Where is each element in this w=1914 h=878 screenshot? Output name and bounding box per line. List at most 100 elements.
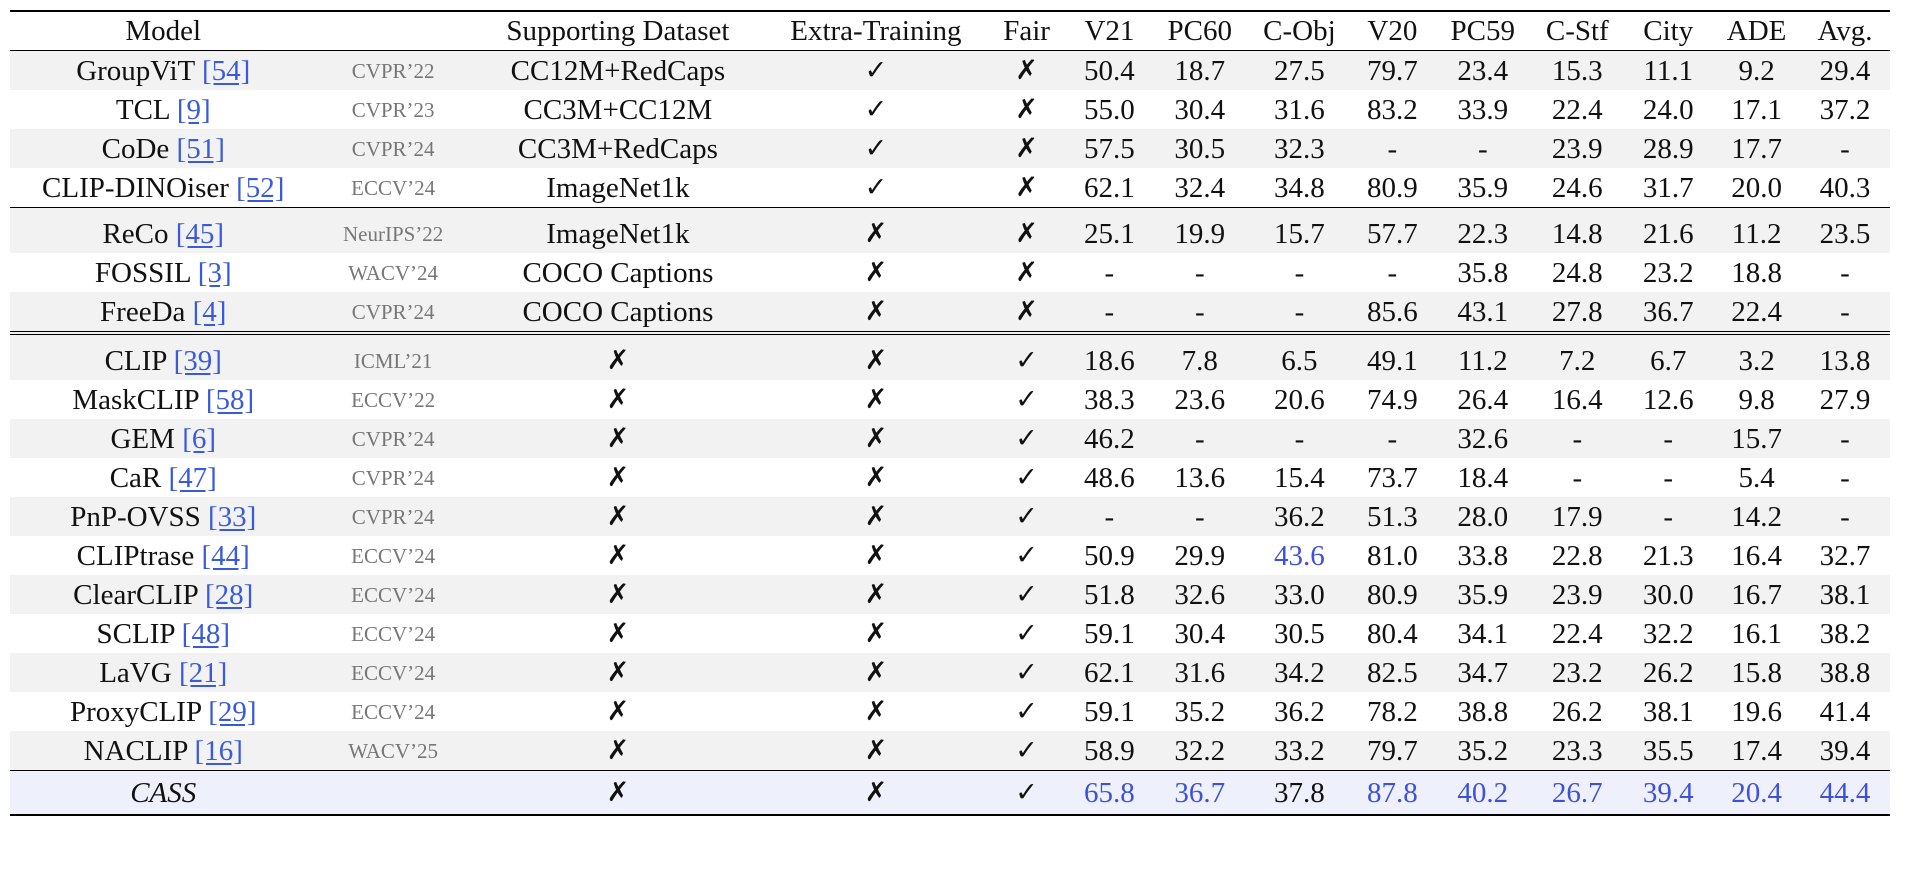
fair-cell: ✓ bbox=[985, 419, 1068, 458]
model-name: ClearCLIP bbox=[73, 578, 198, 611]
col-avg-header: Avg. bbox=[1800, 10, 1890, 51]
citation-link[interactable]: [47] bbox=[168, 461, 217, 494]
pc60-value: 13.6 bbox=[1174, 461, 1226, 494]
fair-cell: ✗ bbox=[985, 292, 1068, 335]
v20-value: 49.1 bbox=[1350, 333, 1435, 380]
citation-link[interactable]: [16] bbox=[194, 734, 243, 767]
cobj-value: 6.5 bbox=[1248, 333, 1351, 380]
citation-link[interactable]: [28] bbox=[205, 578, 254, 611]
cross-icon: ✗ bbox=[606, 462, 630, 493]
model-name: FOSSIL bbox=[94, 256, 191, 289]
pc59-value: 22.3 bbox=[1434, 207, 1532, 253]
model-cell: CLIPtrase [44] bbox=[10, 536, 317, 575]
venue-cell: ECCV’24 bbox=[316, 575, 470, 614]
fair-cell: ✗ bbox=[985, 168, 1068, 208]
model-name: FreeDa bbox=[100, 295, 186, 328]
table-row: SCLIP [48] ECCV’24 ✗ ✗ ✓ 59.1 30.4 30.5 80.4 34.1… bbox=[10, 614, 1890, 653]
pc59-value: 34.1 bbox=[1457, 617, 1509, 650]
city-value: 30.0 bbox=[1623, 575, 1714, 614]
citation-link[interactable]: [54] bbox=[202, 54, 251, 87]
check-icon: ✓ bbox=[1015, 579, 1038, 610]
citation-link[interactable]: [48] bbox=[181, 617, 230, 650]
citation-link[interactable]: [21] bbox=[178, 656, 228, 689]
avg-value: 44.4 bbox=[1800, 770, 1890, 816]
fair-cell: ✓ bbox=[986, 536, 1068, 575]
dataset-cell: CC3M+RedCaps bbox=[469, 129, 767, 168]
citation-link[interactable]: [4] bbox=[192, 295, 227, 328]
v21-value: - bbox=[1067, 292, 1152, 335]
v21-value: - bbox=[1067, 497, 1152, 536]
v21-value: 62.1 bbox=[1067, 653, 1152, 692]
citation-link[interactable]: [33] bbox=[208, 500, 257, 533]
model-name: CLIPtrase bbox=[76, 539, 195, 572]
pc59-value: 23.4 bbox=[1434, 50, 1532, 90]
col-extra-training-header: Extra-Training bbox=[766, 10, 986, 51]
pc60-value: - bbox=[1151, 497, 1249, 536]
city-value: 6.7 bbox=[1623, 333, 1714, 380]
model-cell: LaVG [21] bbox=[10, 653, 317, 692]
v20-value: 73.7 bbox=[1367, 461, 1418, 494]
cobj-value: 15.4 bbox=[1274, 461, 1325, 494]
city-value: 12.6 bbox=[1642, 383, 1694, 416]
model-name: GEM bbox=[110, 422, 175, 455]
extra-training-cell: ✗ bbox=[766, 333, 986, 380]
table-row: MaskCLIP [58] ECCV’22 ✗ ✗ ✓ 38.3 23.6 20.6 74.9 2… bbox=[10, 380, 1890, 419]
table-row: CoDe [51] CVPR’24 CC3M+RedCaps ✓ ✗ 57.5 30.5 32… bbox=[10, 129, 1890, 168]
v20-value: 83.2 bbox=[1367, 93, 1418, 126]
extra-training-cell: ✓ bbox=[766, 90, 986, 129]
cobj-value: 34.8 bbox=[1248, 168, 1351, 208]
citation-link[interactable]: [3] bbox=[197, 256, 232, 289]
col-fair-header: Fair bbox=[985, 10, 1068, 51]
fair-cell: ✓ bbox=[985, 333, 1068, 380]
venue-cell: CVPR’24 bbox=[316, 292, 470, 335]
citation-link[interactable]: [52] bbox=[236, 171, 285, 204]
citation-link[interactable]: [45] bbox=[175, 217, 225, 250]
citation-link[interactable]: [29] bbox=[208, 695, 257, 728]
cross-icon: ✗ bbox=[864, 345, 888, 376]
col-pc60-header: PC60 bbox=[1151, 10, 1249, 51]
cross-icon: ✗ bbox=[1015, 172, 1038, 203]
model-cell: ClearCLIP [28] bbox=[10, 575, 317, 614]
check-icon: ✓ bbox=[864, 133, 888, 164]
cstf-value: 16.4 bbox=[1551, 383, 1603, 416]
cross-icon: ✗ bbox=[864, 462, 888, 493]
citation-link[interactable]: [9] bbox=[176, 93, 211, 126]
citation-link[interactable]: [58] bbox=[205, 383, 255, 416]
citation-link[interactable]: [39] bbox=[173, 344, 222, 377]
v20-value: 80.4 bbox=[1367, 617, 1418, 650]
cobj-value: 15.7 bbox=[1248, 207, 1351, 253]
cross-icon: ✗ bbox=[864, 657, 888, 688]
cross-icon: ✗ bbox=[1015, 296, 1038, 327]
ade-value: 9.2 bbox=[1713, 50, 1801, 90]
cobj-value: 37.8 bbox=[1248, 770, 1351, 816]
fair-cell: ✓ bbox=[985, 770, 1068, 816]
v20-value: 51.3 bbox=[1350, 497, 1435, 536]
model-cell: GroupViT [54] bbox=[10, 50, 317, 90]
city-value: 31.7 bbox=[1623, 168, 1714, 208]
cstf-value: 7.2 bbox=[1531, 333, 1624, 380]
cross-icon: ✗ bbox=[864, 384, 888, 415]
cstf-value: 22.4 bbox=[1551, 93, 1603, 126]
venue-cell: CVPR’22 bbox=[316, 50, 470, 90]
v21-value: 18.6 bbox=[1067, 333, 1152, 380]
pc60-value: 32.6 bbox=[1151, 575, 1249, 614]
extra-training-cell: ✓ bbox=[766, 50, 986, 90]
fair-cell: ✓ bbox=[986, 614, 1068, 653]
check-icon: ✓ bbox=[864, 172, 888, 203]
fair-cell: ✓ bbox=[986, 458, 1068, 497]
cstf-value: 24.6 bbox=[1531, 168, 1624, 208]
model-name: NACLIP bbox=[83, 734, 188, 767]
citation-link[interactable]: [51] bbox=[176, 132, 225, 165]
venue-cell bbox=[316, 770, 470, 816]
model-cell: NACLIP [16] bbox=[10, 731, 317, 771]
cstf-value: 23.2 bbox=[1531, 653, 1624, 692]
col-model-header: Model bbox=[10, 10, 317, 51]
table-row: GEM [6] CVPR’24 ✗ ✗ ✓ 46.2- - -32.6- -15.7- bbox=[10, 419, 1890, 458]
v21-value: 38.3 bbox=[1083, 383, 1135, 416]
avg-value: - bbox=[1800, 419, 1890, 458]
citation-link[interactable]: [44] bbox=[201, 539, 250, 572]
citation-link[interactable]: [6] bbox=[182, 422, 217, 455]
cobj-value: 33.2 bbox=[1248, 731, 1351, 771]
pc59-value: - bbox=[1434, 129, 1532, 168]
model-name: MaskCLIP bbox=[72, 383, 199, 416]
